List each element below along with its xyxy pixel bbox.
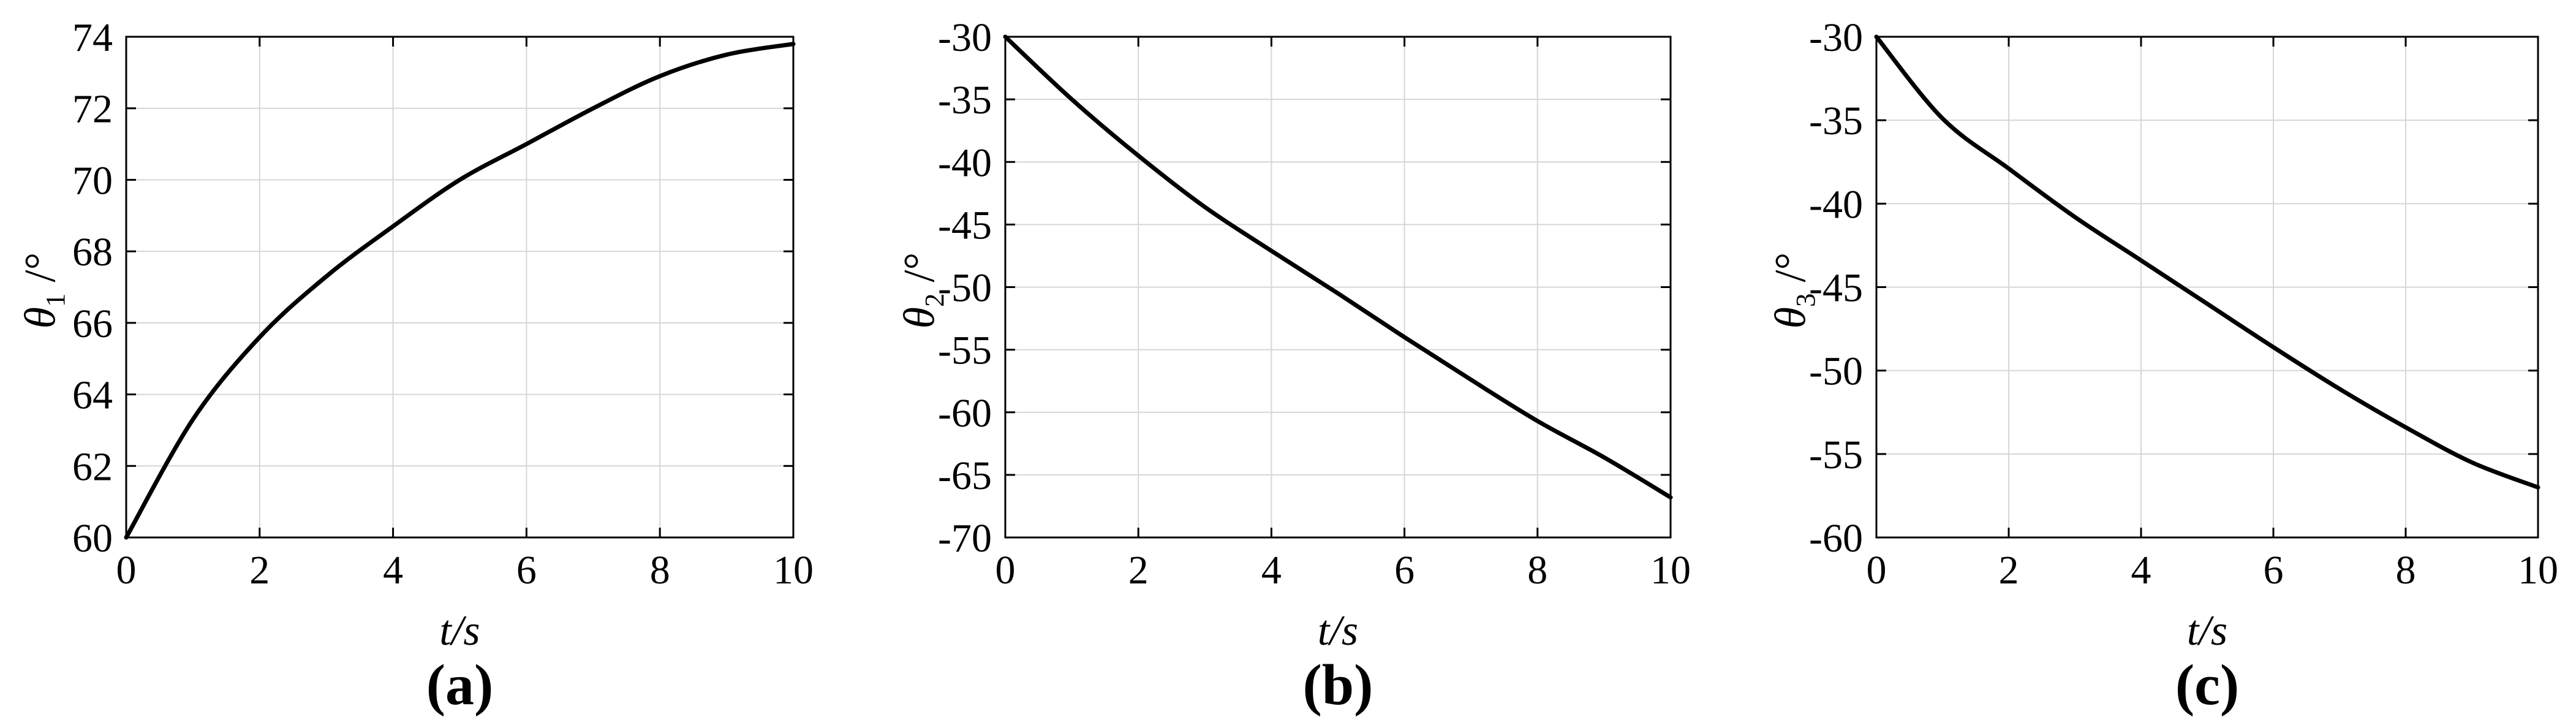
subplot-c: -60 -55 -50 -45 -40 -35 -30 0 2 4 6 8 10 θ3 /° t/s (… [1715, 0, 2576, 725]
y-tick-label: 72 [72, 87, 113, 132]
y-tick-label: -45 [938, 203, 992, 248]
y-tick-label: -70 [938, 516, 992, 561]
y-tick-label: 74 [72, 15, 113, 60]
x-tick-label: 2 [1128, 548, 1149, 593]
y-axis-label: θ1 /° [15, 252, 70, 328]
x-tick-label: 6 [516, 548, 537, 593]
x-axis-label: t/s [2186, 607, 2228, 655]
x-tick-label: 2 [249, 548, 270, 593]
plot-svg-c: -60 -55 -50 -45 -40 -35 -30 0 2 4 6 8 10 [1809, 15, 2558, 593]
y-tick-label: 64 [72, 373, 113, 418]
x-tick-label: 10 [1650, 548, 1691, 593]
theta-subscript: 2 [918, 293, 950, 307]
theta-symbol: θ [15, 306, 65, 328]
x-tick-label: 8 [650, 548, 670, 593]
y-axis-unit: /° [15, 252, 65, 294]
x-tick-label: 4 [1261, 548, 1282, 593]
x-tick-label: 0 [995, 548, 1016, 593]
y-tick-label: 70 [72, 158, 113, 203]
y-tick-label: 68 [72, 230, 113, 275]
x-tick-label: 8 [2396, 548, 2416, 593]
y-tick-label: -40 [938, 140, 992, 185]
y-tick-label: 62 [72, 444, 113, 489]
x-tick-label: 2 [1999, 548, 2019, 593]
y-tick-label: -55 [938, 328, 992, 373]
y-tick-label: -50 [938, 266, 992, 311]
x-tick-label: 10 [2518, 548, 2558, 593]
curve-theta-3 [1874, 34, 2540, 490]
theta-subscript: 1 [39, 293, 70, 307]
y-axis-label: θ3 /° [1766, 252, 1821, 328]
curve-theta-1 [124, 42, 796, 540]
plot-svg-b: -70 -65 -60 -55 -50 -45 -40 -35 -30 0 2 4 6 8 10 [938, 15, 1691, 593]
y-tick-label: -50 [1809, 349, 1863, 394]
x-tick-label: 4 [2131, 548, 2151, 593]
theta-symbol: θ [894, 306, 944, 328]
y-tick-label: -30 [938, 15, 992, 60]
y-axis-label: θ2 /° [894, 252, 950, 328]
y-tick-label: -65 [938, 454, 992, 498]
x-tick-label: 4 [383, 548, 403, 593]
theta-subscript: 3 [1789, 293, 1821, 307]
y-tick-label: -40 [1809, 182, 1863, 227]
y-tick-label: 66 [72, 302, 113, 346]
subplot-caption: (c) [2175, 653, 2240, 717]
subplot-caption: (b) [1302, 653, 1373, 717]
x-tick-label: 8 [1527, 548, 1547, 593]
y-tick-label: -55 [1809, 433, 1863, 477]
y-tick-label: -35 [938, 78, 992, 123]
theta-symbol: θ [1766, 306, 1815, 328]
x-tick-label: 6 [1394, 548, 1415, 593]
curve-theta-2 [1003, 34, 1673, 500]
x-axis-label: t/s [439, 607, 480, 655]
y-axis-unit: /° [894, 252, 944, 294]
y-tick-label: -45 [1809, 266, 1863, 311]
y-axis-unit: /° [1766, 252, 1815, 294]
plot-box [125, 36, 795, 539]
x-tick-label: 0 [1867, 548, 1887, 593]
y-tick-label: 60 [72, 516, 113, 561]
subplot-caption: (a) [426, 653, 494, 717]
x-axis-label: t/s [1317, 607, 1359, 655]
y-tick-label: -35 [1809, 99, 1863, 143]
x-tick-label: 6 [2264, 548, 2284, 593]
x-tick-label: 0 [116, 548, 137, 593]
y-tick-label: -60 [938, 391, 992, 436]
x-tick-label: 10 [773, 548, 814, 593]
subplot-b: -70 -65 -60 -55 -50 -45 -40 -35 -30 0 2 4 6 8 10 θ2 /°… [858, 0, 1715, 725]
subplot-a: 60 62 64 66 68 70 72 74 0 2 4 6 8 10 θ1 /° t/s (a) [0, 0, 858, 725]
y-tick-label: -60 [1809, 516, 1863, 561]
y-tick-label: -30 [1809, 15, 1863, 60]
